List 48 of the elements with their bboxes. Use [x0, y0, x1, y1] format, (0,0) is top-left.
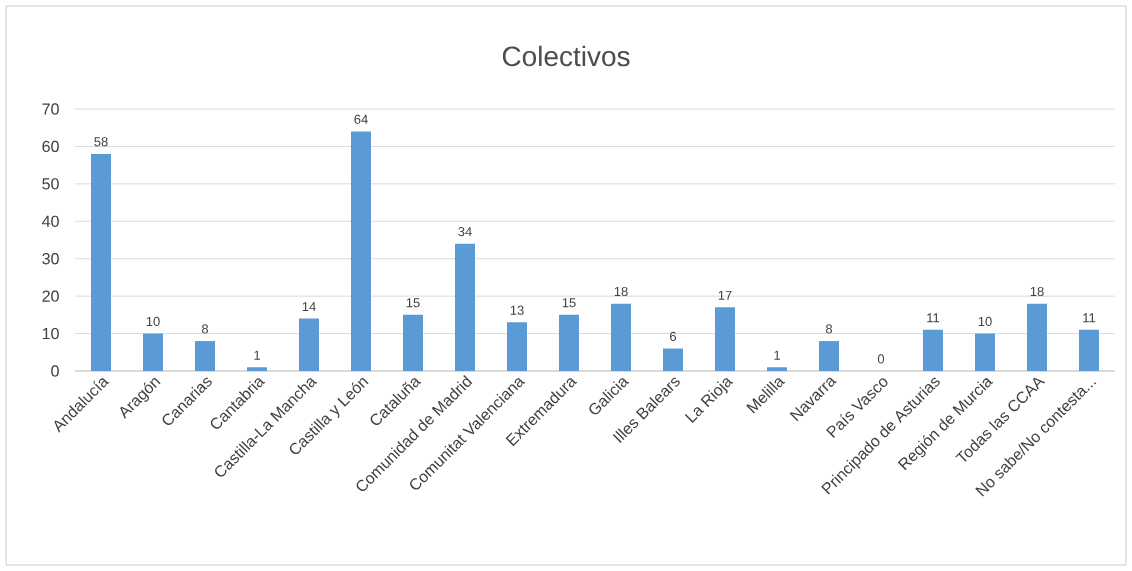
data-label: 10	[978, 316, 992, 327]
data-label: 6	[670, 331, 677, 342]
data-label: 1	[774, 350, 780, 360]
data-label: 64	[354, 114, 368, 124]
data-label: 34	[458, 227, 472, 237]
data-label: 11	[927, 313, 940, 323]
y-tick-label: 70	[42, 103, 59, 115]
bar	[922, 329, 943, 371]
y-tick-label: 20	[42, 290, 59, 302]
data-label: 18	[1030, 286, 1044, 297]
data-label: 15	[406, 298, 420, 308]
bar	[247, 367, 267, 371]
bar	[403, 314, 423, 371]
data-label: 0	[877, 354, 885, 364]
data-label: 11	[1083, 313, 1096, 323]
y-tick-label: 50	[42, 178, 59, 190]
data-label: 58	[94, 137, 108, 147]
bar	[559, 314, 579, 371]
bar	[1026, 303, 1047, 371]
bar	[766, 367, 787, 371]
y-tick-label: 30	[42, 253, 59, 265]
bar	[1078, 329, 1099, 371]
data-label: 18	[614, 286, 628, 297]
bar	[91, 153, 111, 371]
y-tick-label: 60	[42, 140, 59, 153]
data-label: 15	[562, 298, 576, 308]
bar	[610, 303, 631, 371]
bar	[455, 243, 475, 371]
y-tick-label: 10	[42, 327, 59, 340]
bar	[299, 318, 319, 371]
chart-title: Colectivos	[502, 45, 630, 67]
bar	[351, 131, 371, 371]
bar	[663, 348, 683, 371]
bar	[507, 322, 527, 371]
y-tick-label: 0	[51, 365, 59, 377]
y-tick-label: 40	[42, 215, 59, 227]
bar	[715, 307, 735, 371]
bar	[818, 341, 839, 371]
bar	[195, 341, 215, 371]
data-label: 8	[825, 324, 833, 334]
data-label: 13	[510, 305, 524, 315]
data-label: 17	[718, 290, 732, 300]
data-label: 14	[302, 302, 316, 312]
bar	[143, 333, 163, 371]
data-label: 10	[146, 316, 160, 327]
data-label: 8	[201, 324, 209, 334]
bar	[974, 333, 995, 371]
data-label: 1	[254, 350, 260, 360]
